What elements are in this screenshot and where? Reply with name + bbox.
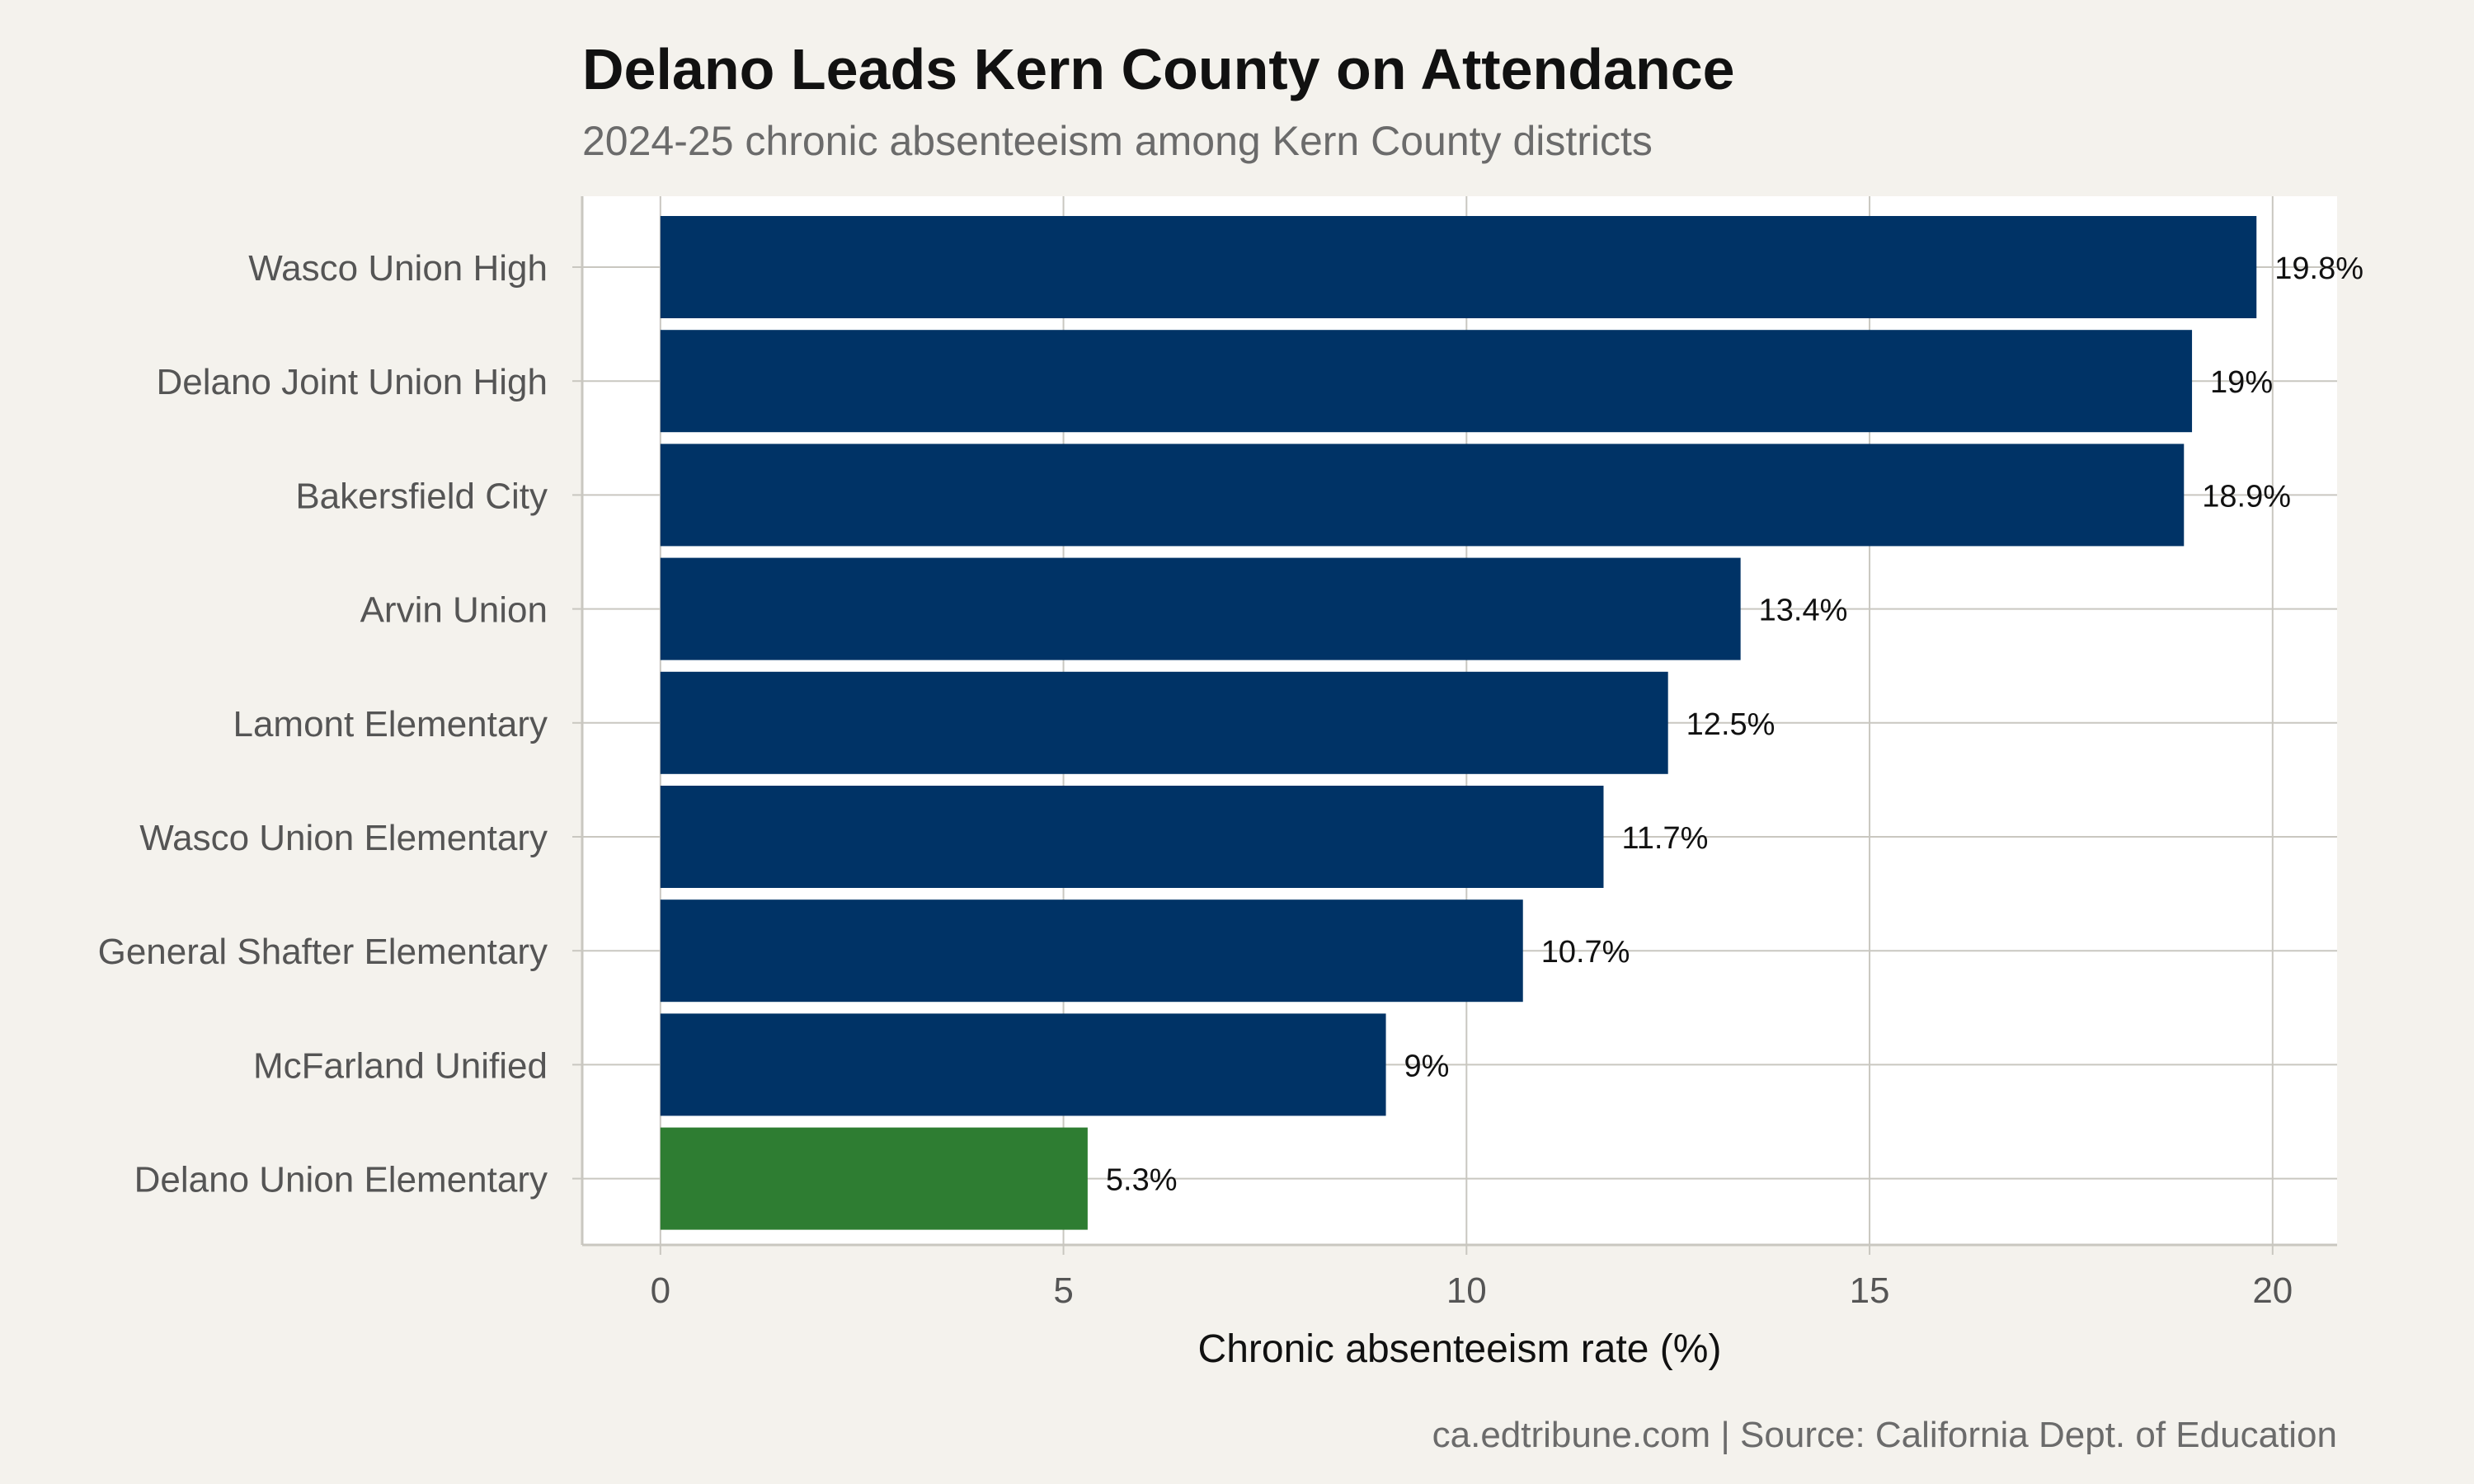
bar-value-label: 11.7% [1621, 821, 1708, 856]
bar [660, 216, 2257, 318]
x-tick-label: 20 [2252, 1270, 2293, 1311]
bar [660, 557, 1741, 660]
category-label: Lamont Elementary [233, 704, 548, 744]
chart-subtitle: 2024-25 chronic absenteeism among Kern C… [582, 118, 1653, 164]
bar-value-label: 12.5% [1686, 707, 1776, 742]
bar [660, 671, 1668, 774]
category-label: General Shafter Elementary [98, 932, 548, 972]
x-tick-label: 5 [1053, 1270, 1073, 1311]
bar [660, 1013, 1386, 1116]
chart-title: Delano Leads Kern County on Attendance [582, 37, 1735, 101]
x-axis-ticks: 0 5 10 15 20 [651, 1245, 2293, 1311]
bar [660, 786, 1604, 888]
bar-value-label: 19% [2210, 365, 2273, 400]
category-label: McFarland Unified [253, 1045, 548, 1086]
bar [660, 444, 2185, 547]
x-tick-label: 15 [1850, 1270, 1890, 1311]
bar [660, 899, 1523, 1003]
bar-value-label: 18.9% [2202, 479, 2291, 514]
bar-value-label: 13.4% [1759, 594, 1848, 628]
bar-value-label: 19.8% [2274, 251, 2363, 286]
bar [660, 330, 2193, 433]
x-axis-title: Chronic absenteeism rate (%) [1198, 1327, 1722, 1371]
category-label: Delano Union Elementary [134, 1160, 548, 1200]
category-label: Bakersfield City [295, 476, 548, 516]
x-tick-label: 0 [651, 1270, 670, 1311]
value-labels: 19.8% 19% 18.9% 13.4% 12.5% 11.7% 10.7% 9% 5.3% [1106, 251, 2363, 1198]
category-label: Wasco Union High [248, 248, 548, 289]
bars [660, 216, 2257, 1230]
bar-value-label: 9% [1404, 1049, 1450, 1083]
category-label: Wasco Union Elementary [139, 818, 548, 858]
bar [660, 1127, 1088, 1230]
category-label: Arvin Union [360, 590, 548, 631]
category-label: Delano Joint Union High [156, 362, 548, 402]
x-tick-label: 10 [1446, 1270, 1487, 1311]
y-axis-ticks: Wasco Union High Delano Joint Union High B… [98, 248, 582, 1200]
bar-value-label: 5.3% [1106, 1163, 1178, 1198]
source-caption: ca.edtribune.com | Source: California De… [1432, 1415, 2337, 1455]
bar-value-label: 10.7% [1541, 935, 1630, 970]
